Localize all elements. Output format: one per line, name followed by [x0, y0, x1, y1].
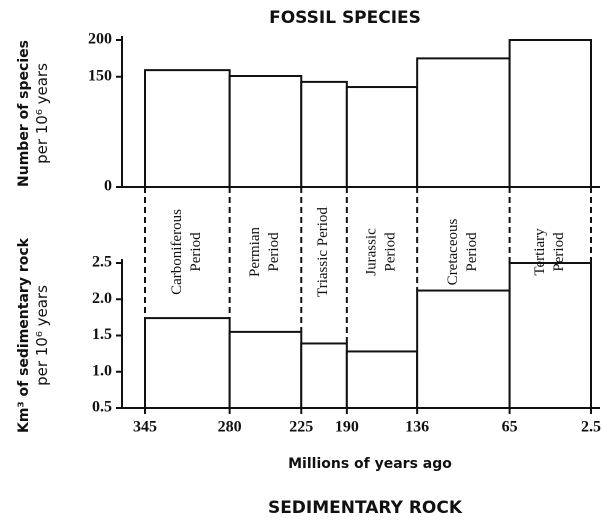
x-axis-label: Millions of years ago	[288, 456, 452, 472]
bar	[228, 75, 303, 188]
x-tick-label: 225	[289, 419, 313, 436]
x-tick-label: 190	[335, 419, 359, 436]
period-label: Tertiary Period	[532, 228, 567, 276]
period-label-line: Period	[266, 232, 282, 272]
bar	[228, 330, 303, 409]
period-label-line: Cretaceous	[445, 219, 461, 286]
y-axis-label-line: per 10⁶ years	[33, 285, 51, 386]
period-label: Permian Period	[247, 227, 282, 277]
y-tick-label: 1.5	[92, 326, 112, 343]
y-tick-label: 200	[88, 31, 112, 48]
x-tick-label: 345	[133, 419, 157, 436]
y-tick-label: 1.0	[92, 362, 112, 379]
y-axis-label: Number of speciesper 10⁶ years	[16, 40, 51, 187]
bar	[144, 69, 231, 188]
y-axis-label-line: Km³ of sedimentary rock	[16, 237, 32, 433]
period-label-line: Period	[188, 232, 204, 272]
x-tick-label: 2.5	[581, 419, 601, 436]
y-tick-label: 0.5	[92, 399, 112, 416]
period-label-line: Period	[464, 232, 480, 272]
y-tick-label: 150	[88, 67, 112, 84]
period-label-line: Carboniferous	[169, 209, 185, 295]
y-axis-label-line: Number of species	[16, 40, 32, 187]
chart-title: SEDIMENTARY ROCK	[268, 498, 463, 518]
bar	[300, 80, 348, 188]
bar	[345, 350, 419, 410]
y-axis-label-line: per 10⁶ years	[33, 63, 51, 164]
period-label: Triassic Period	[315, 207, 331, 297]
period-label: Jurassic Period	[364, 228, 399, 276]
bar	[508, 39, 592, 188]
chart-title: FOSSIL SPECIES	[269, 8, 421, 28]
period-label-line: Jurassic	[364, 228, 380, 276]
bar	[300, 342, 348, 410]
bar	[144, 317, 231, 410]
x-tick-label: 280	[218, 419, 242, 436]
period-label: Cretaceous Period	[445, 219, 480, 286]
period-label: Carboniferous Period	[169, 209, 204, 295]
x-tick-label: 65	[502, 419, 518, 436]
period-label-line: Period	[383, 232, 399, 272]
period-label-line: Permian	[247, 227, 263, 277]
period-label-line: Period	[551, 232, 567, 272]
period-label-line: Triassic Period	[315, 207, 331, 297]
x-tick-label: 136	[405, 419, 429, 436]
y-tick-label: 2.0	[92, 290, 112, 307]
period-label-line: Tertiary	[532, 228, 548, 276]
bar	[416, 57, 511, 188]
bar	[345, 86, 419, 188]
bar	[508, 262, 592, 409]
y-tick-label: 2.5	[92, 254, 112, 271]
y-axis-label: Km³ of sedimentary rockper 10⁶ years	[16, 237, 51, 433]
y-tick-label: 0	[104, 178, 112, 195]
bar	[416, 289, 511, 409]
